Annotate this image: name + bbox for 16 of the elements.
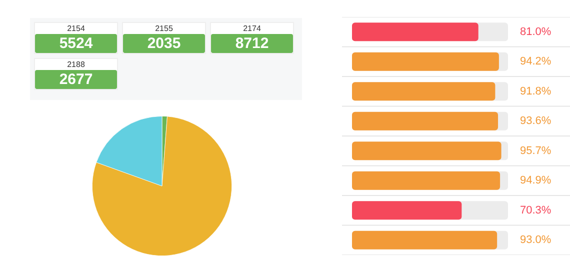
category-label: 2174 [242,23,262,34]
category-label: 2155 [154,23,174,34]
category-label: 2154 [66,23,86,34]
data-label: 70.3% [520,204,552,216]
data-label: 2035 [123,34,205,53]
data-label: 2677 [35,70,117,89]
category-label: 2188 [66,59,86,70]
data-label: 94.9% [520,174,552,187]
data-label: 93.0% [520,234,552,246]
data-label: 93.6% [520,115,552,128]
data-label: 5524 [35,34,117,53]
data-label: 8712 [211,34,293,53]
data-label: 94.2% [520,56,552,68]
data-label: 81.0% [520,26,552,38]
data-label: 91.8% [520,85,552,98]
data-label: 95.7% [520,144,552,157]
